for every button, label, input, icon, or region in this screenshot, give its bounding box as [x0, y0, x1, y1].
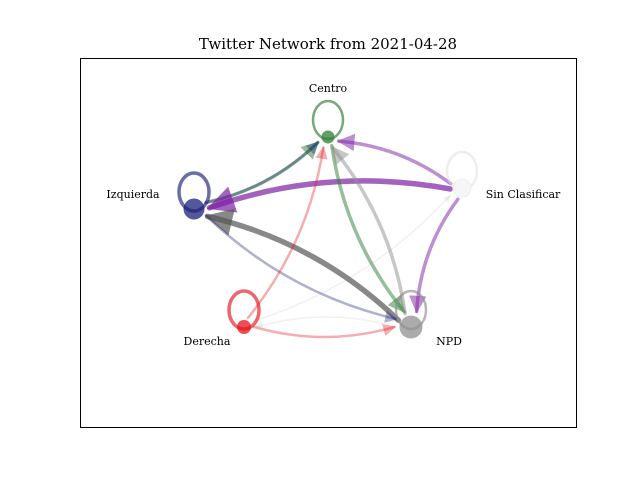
node-layer: [183, 130, 472, 339]
edge-izquierda-to-npd: [204, 214, 398, 323]
node-label-centro: Centro: [309, 82, 348, 95]
edge-centro-to-npd: [330, 143, 407, 314]
axes-frame: [80, 58, 577, 428]
node-izquierda: [183, 198, 205, 220]
edge-derecha-to-npd: [252, 324, 396, 339]
node-label-derecha: Derecha: [184, 335, 231, 348]
figure-title: Twitter Network from 2021-04-28: [199, 35, 457, 53]
edge-npd-to-izquierda: [204, 208, 402, 323]
node-centro: [321, 130, 335, 144]
node-sin_clasificar: [452, 178, 472, 198]
edge-derecha-to-sin_clasificar: [251, 194, 451, 323]
edge-sin_clasificar-to-npd: [408, 197, 460, 314]
node-label-izquierda: Izquierda: [106, 188, 160, 201]
edge-npd-to-derecha: [255, 316, 398, 329]
edge-npd-to-centro: [330, 145, 407, 316]
edge-sin_clasificar-to-izquierda: [206, 178, 453, 213]
edge-layer: [204, 133, 460, 339]
node-derecha: [237, 320, 251, 334]
edge-derecha-to-centro: [246, 146, 328, 320]
node-label-npd: NPD: [436, 335, 462, 348]
node-npd: [399, 315, 423, 339]
edge-sin_clasificar-to-centro: [336, 133, 453, 186]
node-label-sin-clasificar: Sin Clasificar: [486, 188, 561, 201]
